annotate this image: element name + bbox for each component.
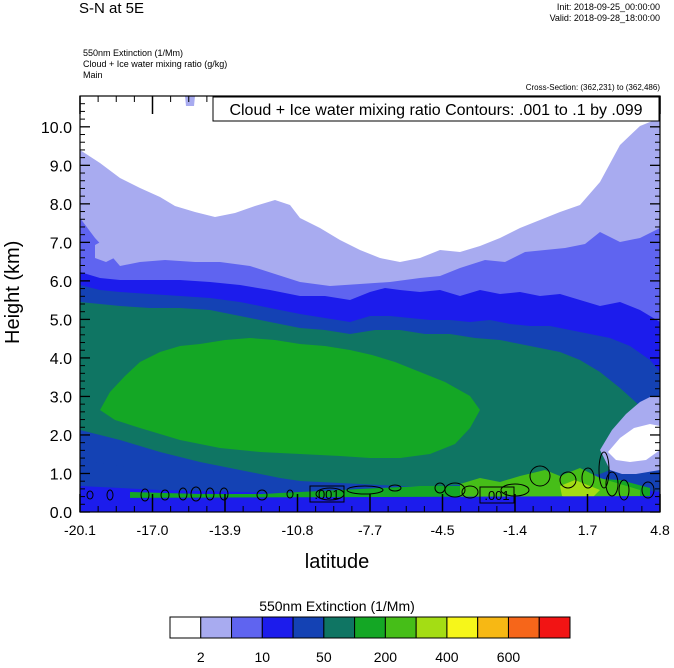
colorbar-label-0: 2 bbox=[197, 649, 205, 665]
contour-legend-text: Cloud + Ice water mixing ratio Contours:… bbox=[229, 102, 642, 119]
y-tick-label-7: 7.0 bbox=[50, 235, 72, 252]
x-tick-label-4: -7.7 bbox=[358, 522, 382, 538]
y-tick-label-0: 0.0 bbox=[50, 505, 72, 522]
colorbar-swatch-10 bbox=[477, 616, 509, 639]
contour-7 bbox=[219, 487, 229, 501]
colorbar-swatch-0 bbox=[169, 616, 202, 639]
extinction-filled-contours bbox=[80, 96, 660, 512]
contour-label-text-0: .001 bbox=[314, 487, 339, 502]
y-tick-label-4: 4.0 bbox=[50, 351, 72, 368]
field-name-domain: Main bbox=[83, 70, 103, 80]
contour-1 bbox=[106, 489, 114, 501]
y-tick-label-2: 2.0 bbox=[50, 428, 72, 445]
init-time: Init: 2018-09-25_00:00:00 bbox=[556, 2, 660, 12]
y-tick-label-5: 5.0 bbox=[50, 312, 72, 329]
x-tick-label-0: -20.1 bbox=[64, 522, 96, 538]
colorbar-label-5: 600 bbox=[497, 649, 521, 665]
contour-label-0: .001 bbox=[309, 485, 345, 503]
contour-21 bbox=[605, 471, 619, 497]
y-tick-label-1: 1.0 bbox=[50, 466, 72, 483]
contour-6 bbox=[205, 487, 215, 501]
x-tick-label-2: -13.9 bbox=[209, 522, 241, 538]
colorbar-swatch-12 bbox=[538, 616, 571, 639]
colorbar: 2 10 50 200 400 600 bbox=[169, 616, 571, 665]
contour-23 bbox=[641, 481, 655, 499]
contour-9 bbox=[286, 489, 294, 499]
field-name-mixing-ratio: Cloud + Ice water mixing ratio (g/kg) bbox=[83, 59, 228, 69]
contour-17 bbox=[529, 465, 551, 487]
x-tick-label-8: 4.8 bbox=[650, 522, 670, 538]
y-tick-label-6: 6.0 bbox=[50, 274, 72, 291]
contour-11 bbox=[346, 485, 384, 495]
contour-5 bbox=[190, 486, 202, 502]
upper-left-pocket bbox=[95, 228, 126, 262]
x-tick-label-5: -4.5 bbox=[430, 522, 454, 538]
x-tick-label-3: -10.8 bbox=[282, 522, 314, 538]
contour-3 bbox=[160, 489, 170, 501]
contour-15 bbox=[461, 485, 479, 499]
colorbar-swatch-5 bbox=[323, 616, 356, 639]
contour-legend-box: Cloud + Ice water mixing ratio Contours:… bbox=[212, 96, 660, 122]
valid-time: Valid: 2018-09-28_18:00:00 bbox=[549, 13, 660, 23]
colorbar-swatch-6 bbox=[354, 616, 386, 639]
colorbar-swatch-9 bbox=[446, 616, 479, 639]
surface-spot-yellow-green bbox=[560, 480, 600, 500]
y-tick-label-3: 3.0 bbox=[50, 389, 72, 406]
contour-18 bbox=[559, 471, 577, 489]
band-green-core bbox=[100, 338, 480, 458]
main-title: S-N at 5E bbox=[79, 0, 145, 17]
contour-19 bbox=[581, 467, 595, 489]
colorbar-swatch-8 bbox=[415, 616, 448, 639]
colorbar-label-4: 400 bbox=[435, 649, 459, 665]
field-name-extinction: 550nm Extinction (1/Mm) bbox=[83, 48, 184, 58]
colorbar-swatch-4 bbox=[292, 616, 325, 639]
contour-2 bbox=[140, 488, 150, 502]
y-tick-label-10: 10.0 bbox=[41, 120, 72, 137]
colorbar-swatch-2 bbox=[231, 616, 263, 639]
colorbar-label-1: 10 bbox=[255, 649, 271, 665]
contour-label-text-1: .001 bbox=[484, 488, 509, 503]
contour-12 bbox=[388, 484, 402, 492]
x-tick-label-6: -1.4 bbox=[503, 522, 527, 538]
right-lowlevel-white bbox=[608, 424, 660, 462]
y-tick-label-8: 8.0 bbox=[50, 197, 72, 214]
mixing-ratio-contours: .001 .001 bbox=[86, 451, 655, 504]
x-tick-label-1: -17.0 bbox=[137, 522, 169, 538]
colorbar-swatch-7 bbox=[384, 616, 417, 639]
contour-8 bbox=[256, 489, 268, 501]
colorbar-title: 550nm Extinction (1/Mm) bbox=[259, 598, 415, 614]
upper-pocket bbox=[185, 96, 195, 106]
x-axis-label: latitude bbox=[304, 551, 370, 573]
contour-20 bbox=[598, 451, 610, 489]
time-info: Init: 2018-09-25_00:00:00 Valid: 2018-09… bbox=[550, 2, 660, 24]
contour-22 bbox=[618, 479, 630, 501]
cross-section-info: Cross-Section: (362,231) to (362,486) bbox=[525, 83, 660, 92]
contour-4 bbox=[178, 487, 188, 501]
colorbar-swatch-1 bbox=[200, 616, 233, 639]
colorbar-label-3: 200 bbox=[374, 649, 398, 665]
colorbar-label-2: 50 bbox=[316, 649, 332, 665]
colorbar-swatch-3 bbox=[261, 616, 294, 639]
y-tick-label-9: 9.0 bbox=[50, 158, 72, 175]
contour-0 bbox=[86, 490, 94, 500]
contour-label-1: .001 bbox=[479, 486, 515, 504]
contour-14 bbox=[444, 482, 466, 498]
colorbar-swatch-11 bbox=[507, 616, 540, 639]
x-tick-label-7: 1.7 bbox=[578, 522, 598, 538]
